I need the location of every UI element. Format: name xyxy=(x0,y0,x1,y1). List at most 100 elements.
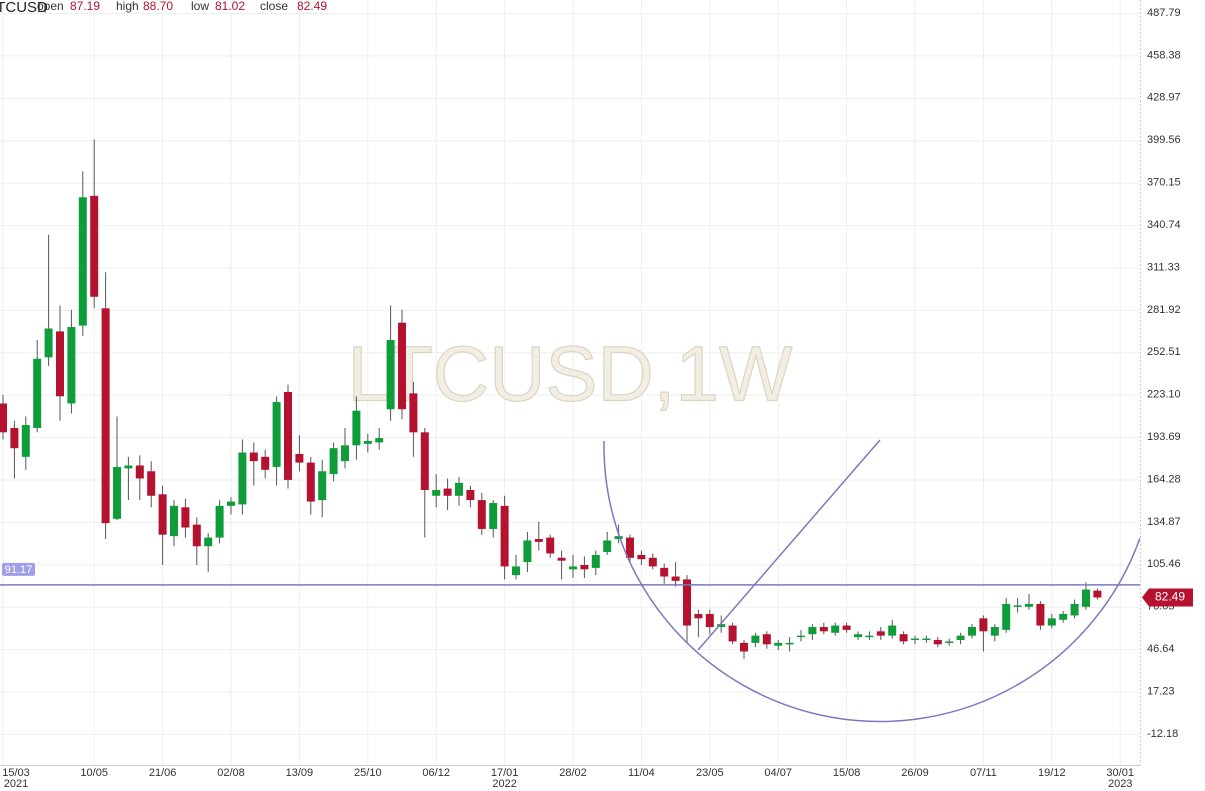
candle-body xyxy=(591,554,600,568)
candle-body xyxy=(683,579,691,626)
candle-body xyxy=(774,642,783,646)
header-field-value: 81.02 xyxy=(215,0,245,13)
candle-body xyxy=(443,488,452,496)
candle-body xyxy=(272,402,281,467)
candle-body xyxy=(124,465,133,469)
x-tick-label: 15/03 xyxy=(2,767,30,779)
header-field-name: low xyxy=(191,0,209,13)
y-tick-label: 223.10 xyxy=(1147,389,1181,401)
drawings xyxy=(603,439,1140,723)
x-tick-label: 02/08 xyxy=(217,767,245,779)
candle-body xyxy=(56,331,64,397)
x-year-label: 2022 xyxy=(492,778,516,790)
x-tick-label: 19/12 xyxy=(1038,767,1066,779)
overlay: -12.1817.2346.6476.05105.46134.87164.281… xyxy=(0,7,1193,790)
candle-body xyxy=(284,391,292,480)
candle-body xyxy=(318,471,327,501)
y-tick-label: 458.38 xyxy=(1147,49,1181,61)
candle-body xyxy=(135,465,144,479)
candle-body xyxy=(762,634,771,645)
candle-body xyxy=(945,641,954,643)
y-tick-label: 281.92 xyxy=(1147,304,1181,316)
candle-body xyxy=(181,507,190,528)
candle-body xyxy=(819,626,828,632)
candle-body xyxy=(797,635,805,638)
x-tick-label: 13/09 xyxy=(286,767,314,779)
header-field-name: open xyxy=(37,0,64,13)
y-tick-label: 428.97 xyxy=(1147,92,1181,104)
candle-body xyxy=(489,502,498,529)
y-tick-label: 134.87 xyxy=(1147,516,1181,528)
candle-body xyxy=(386,340,395,410)
candle-body xyxy=(569,566,577,570)
candle-body xyxy=(660,567,669,577)
candle-body xyxy=(740,642,748,652)
candle-body xyxy=(341,445,349,462)
candle-body xyxy=(10,427,19,449)
candle-body xyxy=(968,626,976,636)
trend-line xyxy=(697,439,881,651)
candle-body xyxy=(899,634,908,642)
candle-body xyxy=(876,631,885,636)
x-tick-label: 28/02 xyxy=(559,767,587,779)
candle-body xyxy=(854,634,862,638)
candle-body xyxy=(1047,618,1056,626)
watermark: LTCUSD,1W xyxy=(348,330,793,418)
candle-body xyxy=(455,482,463,496)
candle-body xyxy=(865,635,874,638)
price-tag xyxy=(1142,588,1193,607)
x-tick-label: 15/08 xyxy=(833,767,861,779)
header-field-name: close xyxy=(260,0,288,13)
candle-body xyxy=(306,462,315,502)
candle-body xyxy=(648,557,657,567)
header-field-value: 82.49 xyxy=(297,0,327,13)
candle-body xyxy=(477,500,486,529)
candle-body xyxy=(785,642,794,645)
candle-body xyxy=(922,638,931,641)
candle-body xyxy=(557,557,566,561)
candle-body xyxy=(831,625,840,633)
x-tick-label: 25/10 xyxy=(354,767,382,779)
candle-body xyxy=(512,566,520,576)
header-field-name: high xyxy=(116,0,139,13)
candle-body xyxy=(728,625,737,642)
candle-body xyxy=(842,625,851,630)
candle-body xyxy=(204,537,213,547)
candle-body xyxy=(21,425,30,457)
y-tick-label: 370.15 xyxy=(1147,177,1181,189)
candle-body xyxy=(192,524,201,547)
candle-body xyxy=(249,452,258,462)
x-tick-label: 04/07 xyxy=(764,767,792,779)
candle-body xyxy=(990,626,999,636)
candle-body xyxy=(717,624,726,627)
candle-body xyxy=(933,639,942,645)
y-tick-label: -12.18 xyxy=(1147,728,1178,740)
candle-body xyxy=(215,505,224,538)
candle-body xyxy=(261,456,270,470)
candle-body xyxy=(603,540,612,553)
candle-body xyxy=(580,564,589,570)
candle-body xyxy=(352,410,361,446)
y-tick-label: 340.74 xyxy=(1147,219,1181,231)
y-tick-label: 252.51 xyxy=(1147,346,1181,358)
candle-body xyxy=(0,403,7,433)
candle-body xyxy=(409,393,418,433)
header-field-value: 87.19 xyxy=(70,0,100,13)
candle-body xyxy=(1082,589,1090,607)
candle-body xyxy=(546,537,555,554)
candle-body xyxy=(614,536,623,540)
candle-body xyxy=(78,197,87,326)
arc-drawing xyxy=(603,440,1140,723)
candle-body xyxy=(500,505,509,567)
y-tick-label: 105.46 xyxy=(1147,558,1181,570)
header: open 87.19 high 88.70 low 81.02 close 82… xyxy=(0,0,327,16)
candle-body xyxy=(808,626,817,635)
candle-body xyxy=(90,195,99,297)
candle-body xyxy=(1093,590,1102,598)
candle-body xyxy=(170,505,178,537)
candle-body xyxy=(1025,603,1033,607)
hline-label-bg xyxy=(2,562,35,576)
candle-body xyxy=(671,576,680,581)
candle-body xyxy=(227,501,235,506)
header-field-value: 88.70 xyxy=(143,0,173,13)
